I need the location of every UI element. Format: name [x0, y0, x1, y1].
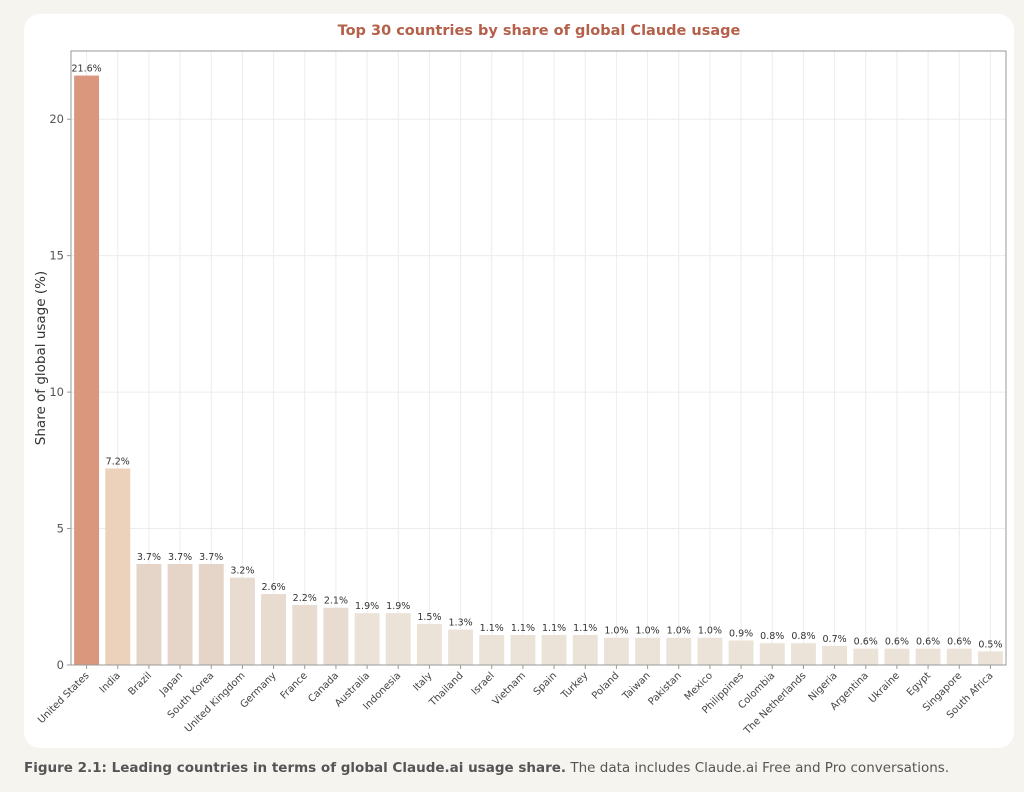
bar	[105, 468, 131, 665]
bar-value-label: 3.7%	[137, 552, 161, 563]
y-tick-label: 15	[49, 249, 64, 263]
bar-value-label: 3.7%	[199, 552, 223, 563]
x-tick-label: Pakistan	[646, 670, 683, 707]
x-tick-label: India	[98, 670, 123, 695]
bar-value-label: 2.6%	[262, 582, 286, 593]
x-tick-label: Poland	[590, 670, 621, 701]
figure-caption: Figure 2.1: Leading countries in terms o…	[24, 760, 1004, 776]
bar	[822, 645, 848, 665]
bar-value-label: 0.6%	[916, 637, 940, 648]
bar-value-label: 1.5%	[417, 612, 441, 623]
x-tick-label: Japan	[157, 670, 185, 698]
bar	[416, 624, 442, 665]
bar	[977, 651, 1003, 665]
bar	[915, 648, 941, 665]
bar	[354, 613, 380, 665]
bar	[136, 564, 162, 665]
bar	[697, 637, 723, 665]
bar-value-label: 1.0%	[604, 626, 628, 637]
bar	[261, 594, 287, 665]
bar	[479, 634, 505, 665]
x-tick-label: France	[279, 670, 310, 701]
bars	[74, 75, 1003, 665]
bar-value-label: 1.1%	[542, 623, 566, 634]
x-tick-label: Ukraine	[867, 670, 902, 705]
x-tick-label: Spain	[532, 670, 560, 698]
y-ticks: 0 5 10 15 20	[49, 112, 71, 672]
x-tick-label: Egypt	[905, 670, 933, 698]
bar	[728, 640, 754, 665]
bar	[74, 75, 100, 665]
bar	[790, 643, 816, 665]
bar-value-label: 7.2%	[106, 457, 130, 468]
bar-value-label: 0.6%	[885, 637, 909, 648]
x-tick-label: Israel	[470, 670, 497, 697]
bar	[323, 607, 349, 665]
y-tick-label: 10	[49, 385, 64, 399]
bar-value-label: 3.7%	[168, 552, 192, 563]
bar-value-label: 2.2%	[293, 593, 317, 604]
x-tick-label: United States	[36, 670, 92, 726]
bar-value-label: 1.1%	[480, 623, 504, 634]
bar	[510, 634, 536, 665]
bar-value-label: 0.9%	[729, 628, 753, 639]
bar-value-label: 0.5%	[978, 639, 1002, 650]
y-axis-label: Share of global usage (%)	[33, 271, 49, 445]
bar-value-label: 0.7%	[823, 634, 847, 645]
bar	[198, 564, 224, 665]
bar	[572, 634, 598, 665]
bar	[385, 613, 411, 665]
bar	[884, 648, 910, 665]
caption-text: The data includes Claude.ai Free and Pro…	[566, 760, 950, 776]
bar-value-label: 2.1%	[324, 596, 348, 607]
bar-value-label: 0.8%	[760, 631, 784, 642]
plot-frame	[70, 50, 1007, 666]
chart-title: Top 30 countries by share of global Clau…	[338, 23, 741, 39]
x-tick-label: Turkey	[559, 670, 591, 702]
y-tick-label: 20	[49, 112, 64, 126]
bar	[229, 577, 255, 665]
grid	[71, 51, 1006, 666]
bar-value-label: 3.2%	[230, 566, 254, 577]
bar-value-label: 1.9%	[386, 601, 410, 612]
bar	[946, 648, 972, 665]
bar-value-label: 0.6%	[854, 637, 878, 648]
bar-value-label: 21.6%	[71, 64, 101, 75]
bar	[541, 634, 567, 665]
bar-value-label: 0.8%	[791, 631, 815, 642]
x-tick-label: Thailand	[427, 670, 466, 709]
bar	[635, 637, 661, 665]
bar-value-label: 1.3%	[449, 618, 473, 629]
bar-value-label: 1.1%	[573, 623, 597, 634]
bar-value-label: 0.6%	[947, 637, 971, 648]
bar-value-label: 1.0%	[636, 626, 660, 637]
bar	[603, 637, 629, 665]
y-tick-label: 0	[57, 658, 64, 672]
bar-value-label: 1.0%	[667, 626, 691, 637]
bar	[759, 643, 785, 665]
x-tick-label: Italy	[411, 670, 434, 693]
y-tick-label: 5	[57, 522, 64, 536]
bar-value-label: 1.1%	[511, 623, 535, 634]
bar	[666, 637, 692, 665]
bar	[853, 648, 879, 665]
bar-value-label: 1.9%	[355, 601, 379, 612]
bar-value-label: 1.0%	[698, 626, 722, 637]
bar	[448, 629, 474, 665]
bar	[292, 604, 318, 665]
x-tick-label: Brazil	[127, 670, 155, 698]
caption-bold: Figure 2.1: Leading countries in terms o…	[24, 760, 567, 776]
bar	[167, 564, 193, 665]
data-labels: 21.6% 7.2% 3.7% 3.7% 3.7% 3.2% 2.6% 2.2% 2.1% 1.9…	[71, 64, 1002, 651]
x-tick-label: Vietnam	[491, 670, 528, 707]
